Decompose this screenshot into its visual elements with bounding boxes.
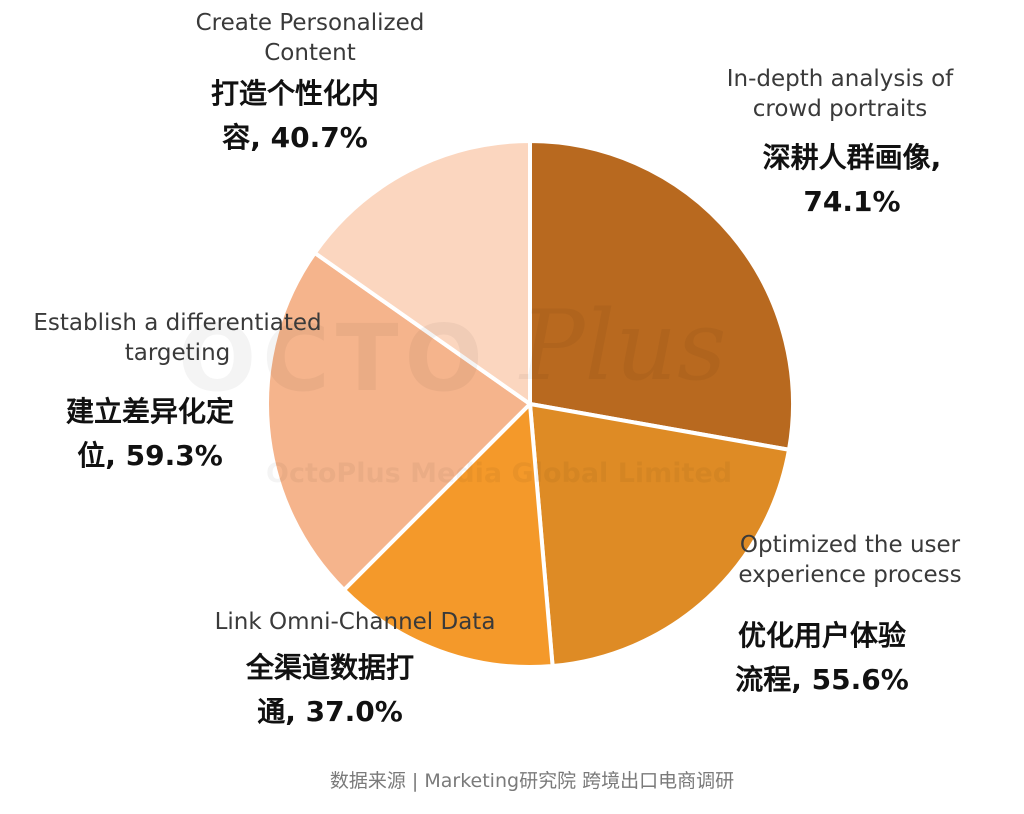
slice-label-zh-4: 打造个性化内 容, 40.7% <box>210 77 379 154</box>
slice-label-en-4: Create Personalized Content <box>195 10 425 66</box>
pie-slice-2 <box>341 402 555 669</box>
pie-slice-0 <box>528 139 795 452</box>
slice-label-zh-1: 优化用户体验 流程, 55.6% <box>735 619 909 696</box>
slice-label-en-0: In-depth analysis of crowd portraits <box>726 66 954 122</box>
slice-label-en-2: Link Omni-Channel Data <box>214 609 496 635</box>
pie-slice-3 <box>265 250 532 592</box>
pie-slice-4 <box>312 139 532 406</box>
slice-label-en-3: Establish a differentiated targeting <box>33 310 322 366</box>
source-note: 数据来源 | Marketing研究院 跨境出口电商调研 <box>329 770 735 792</box>
slice-label-zh-0: 深耕人群画像, 74.1% <box>762 141 942 218</box>
slice-label-zh-2: 全渠道数据打 通, 37.0% <box>245 651 414 728</box>
pie-slice-1 <box>528 402 791 669</box>
slice-label-zh-3: 建立差异化定 位, 59.3% <box>65 395 234 472</box>
slice-label-en-1: Optimized the user experience process <box>738 532 962 588</box>
